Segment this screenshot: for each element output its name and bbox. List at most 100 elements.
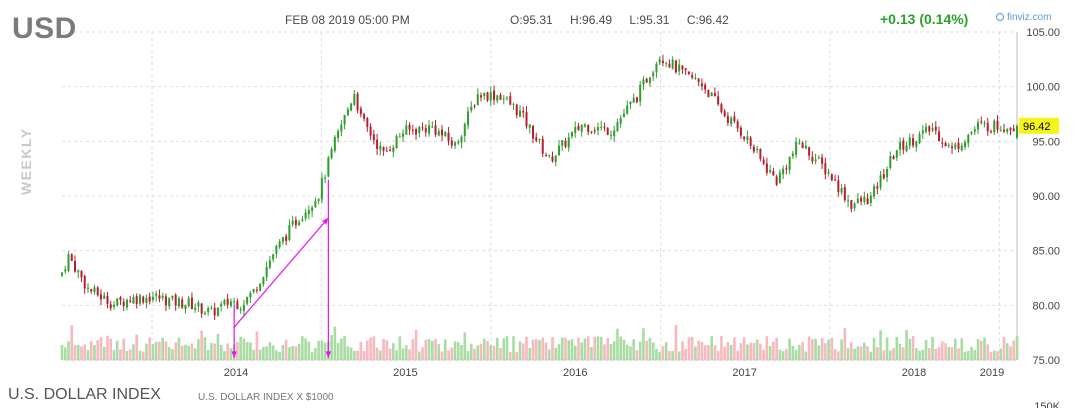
candle-body (639, 84, 642, 102)
candle-body (151, 297, 154, 300)
volume-bar (505, 336, 509, 360)
candle-body (999, 130, 1002, 132)
candle-body (486, 92, 489, 101)
volume-bar (414, 329, 418, 360)
volume-bar (661, 346, 665, 360)
candle-body (879, 175, 882, 188)
volume-bar (801, 341, 804, 360)
candle-body (268, 260, 271, 268)
volume-bar (508, 351, 512, 360)
volume-bar (674, 325, 678, 360)
volume-bar (187, 345, 190, 360)
candle-body (132, 296, 135, 304)
candle-body (856, 198, 859, 204)
volume-bar (479, 343, 483, 360)
candle-body (665, 63, 668, 65)
volume-bar (323, 342, 327, 360)
candle-body (847, 200, 850, 202)
candle-body (106, 295, 109, 304)
volume-bar (557, 344, 561, 360)
candle-body (168, 298, 171, 307)
candle-body (67, 254, 70, 271)
volume-bar (681, 341, 684, 360)
volume-bar (447, 350, 450, 360)
candle-body (645, 79, 648, 83)
price-tick-label: 95.00 (1032, 136, 1060, 148)
candle-body (921, 130, 924, 134)
candle-body (538, 139, 541, 141)
candle-body (483, 92, 486, 97)
volume-bar (820, 338, 824, 360)
volume-bar (291, 345, 294, 360)
volume-bar (177, 337, 181, 360)
candle-body (506, 97, 509, 99)
finviz-logo-icon (996, 13, 1004, 21)
candle-body (928, 126, 931, 132)
volume-bar (677, 351, 681, 360)
candle-body (174, 294, 177, 306)
candle-body (239, 309, 242, 311)
volume-bar (369, 337, 372, 360)
candle-body (249, 292, 252, 298)
candle-body (291, 220, 294, 225)
candle-body (730, 117, 733, 125)
candle-body (70, 254, 73, 261)
candle-body (145, 297, 148, 303)
candle-body (713, 93, 716, 97)
volume-bar (310, 351, 314, 360)
candle-body (473, 105, 476, 107)
candle-body (557, 145, 560, 156)
volume-bar (664, 342, 668, 360)
candle-body (307, 209, 310, 215)
volume-bar (138, 350, 142, 360)
candle-body (314, 201, 317, 208)
volume-bar (148, 337, 152, 360)
volume-bar (554, 347, 558, 360)
candle-body (93, 287, 96, 293)
volume-bar (593, 336, 597, 360)
volume-bar (463, 332, 467, 360)
volume-bar (258, 349, 262, 360)
volume-bar (668, 351, 671, 360)
candle-body (739, 127, 742, 136)
volume-bar (931, 336, 934, 360)
candle-body (684, 68, 687, 71)
candle-body (255, 289, 258, 291)
volume-bars (60, 324, 1019, 360)
candle-body (944, 142, 947, 147)
volume-bar (583, 338, 587, 360)
volume-bar (385, 340, 389, 360)
volume-bar (294, 346, 298, 360)
candle-body (502, 98, 505, 100)
candle-body (652, 72, 655, 77)
finviz-link[interactable]: finviz.com (996, 12, 1051, 23)
volume-bar (245, 342, 249, 360)
candle-body (60, 272, 64, 276)
candle-body (554, 155, 557, 163)
candle-body (203, 312, 206, 315)
volume-bar (992, 350, 996, 360)
candle-body (86, 287, 89, 289)
candle-body (853, 203, 856, 209)
candle-body (678, 64, 681, 72)
volume-bar (934, 348, 938, 360)
candle-body (697, 78, 700, 82)
candle-body (583, 124, 586, 127)
volume-bar (307, 341, 311, 360)
volume-bar (275, 350, 278, 360)
volume-bar (206, 349, 210, 360)
volume-bar (908, 338, 912, 360)
finviz-link-label: finviz.com (1007, 12, 1052, 23)
volume-bar (73, 345, 77, 360)
volume-bar (635, 350, 639, 360)
volume-bar (63, 347, 67, 360)
volume-bar (330, 335, 333, 360)
volume-bar (577, 337, 580, 360)
candle-body (278, 241, 281, 248)
volume-bar (434, 338, 437, 360)
candle-body (119, 297, 122, 301)
volume-bar (775, 338, 778, 360)
candle-body (161, 295, 164, 298)
candle-body (990, 131, 993, 133)
candle-body (90, 289, 93, 292)
